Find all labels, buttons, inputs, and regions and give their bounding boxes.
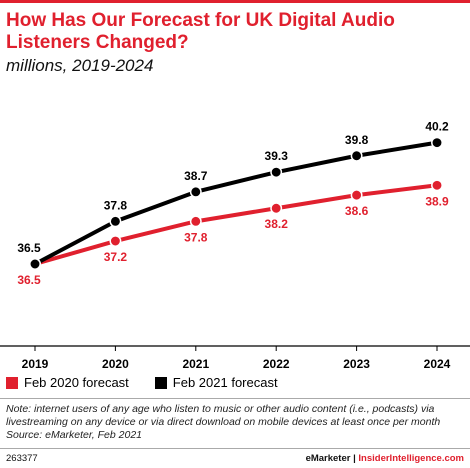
data-point [431, 179, 443, 192]
data-point [350, 189, 363, 202]
divider [0, 398, 470, 399]
data-label: 37.2 [104, 250, 128, 264]
data-label: 38.2 [265, 217, 289, 231]
legend-swatch-black [154, 376, 167, 389]
data-point [29, 258, 41, 270]
legend-item-feb-2021: Feb 2021 forecast [154, 375, 278, 390]
data-point [109, 235, 122, 247]
brand-insider-intelligence: InsiderIntelligence.com [358, 453, 464, 464]
chart-title: How Has Our Forecast for UK Digital Audi… [6, 10, 395, 53]
x-tick-label: 2024 [424, 357, 451, 371]
x-tick-label: 2020 [102, 357, 129, 371]
x-tick-label: 2021 [182, 357, 209, 371]
chart-id: 263377 [6, 453, 38, 464]
legend: Feb 2020 forecast Feb 2021 forecast [6, 375, 278, 390]
top-accent-rule [0, 0, 470, 3]
data-label: 38.9 [425, 194, 449, 208]
data-label: 37.8 [104, 198, 128, 212]
data-point [189, 215, 202, 228]
brand: eMarketer | InsiderIntelligence.com [306, 453, 464, 464]
data-label: 36.5 [17, 273, 41, 287]
line-chart: 2019 2020 2021 2022 2023 2024 36.5 37.2 37.8 38.2… [0, 120, 470, 371]
legend-label: Feb 2020 forecast [24, 375, 129, 390]
source-text: Source: eMarketer, Feb 2021 [6, 429, 142, 441]
data-label: 39.3 [265, 149, 289, 163]
data-point [431, 136, 443, 149]
divider [0, 448, 470, 449]
data-label: 37.8 [184, 230, 208, 244]
legend-item-feb-2020: Feb 2020 forecast [6, 375, 129, 390]
chart-subtitle: millions, 2019-2024 [6, 56, 154, 75]
brand-emarketer: eMarketer [305, 453, 351, 464]
legend-label: Feb 2021 forecast [172, 375, 278, 390]
data-label: 40.2 [425, 120, 449, 134]
brand-separator: | [353, 453, 356, 464]
series-line-feb-2021 [33, 140, 439, 266]
note-text: Note: internet users of any age who list… [6, 403, 441, 428]
data-point [270, 166, 283, 179]
data-label: 36.5 [17, 241, 41, 255]
data-label: 38.6 [345, 204, 369, 218]
data-label: 39.8 [345, 133, 369, 147]
x-tick-label: 2019 [22, 357, 49, 371]
data-label: 38.7 [184, 169, 208, 183]
data-point [350, 149, 363, 162]
x-tick-label: 2023 [343, 357, 370, 371]
footer: 263377 eMarketer | InsiderIntelligence.c… [6, 453, 464, 464]
series-line-feb-2020 [33, 183, 439, 266]
data-point [109, 215, 122, 228]
data-point [270, 202, 283, 215]
legend-swatch-red [6, 376, 18, 389]
x-tick-label: 2022 [263, 357, 290, 371]
chart-note: Note: internet users of any age who list… [6, 403, 468, 442]
data-point [189, 185, 202, 198]
